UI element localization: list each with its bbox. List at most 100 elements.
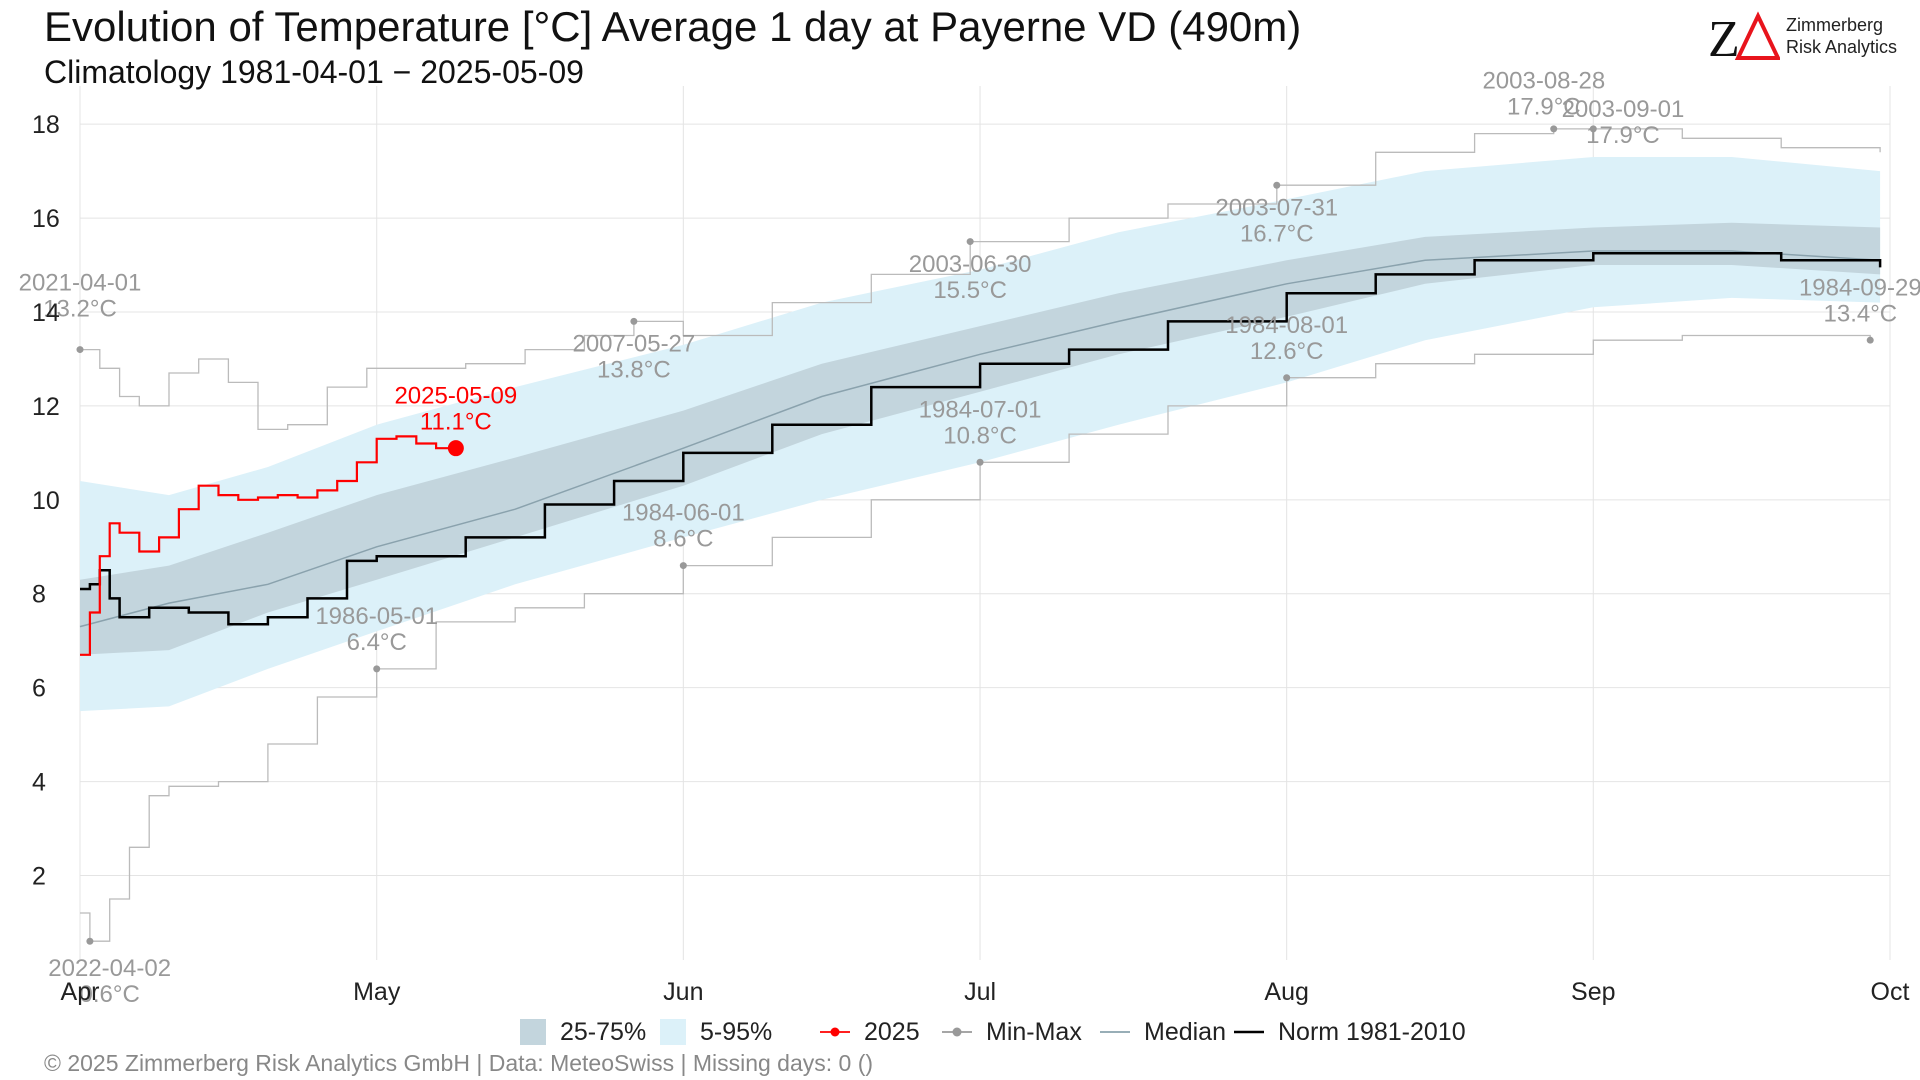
minmax-point — [1550, 125, 1558, 133]
annotation-date: 2003-06-30 — [909, 251, 1032, 278]
minmax-point — [679, 562, 687, 570]
annotation-date: 1984-07-01 — [919, 396, 1042, 423]
annotation-value: 6.4°C — [347, 629, 407, 656]
annotation-value: 17.9°C — [1586, 122, 1660, 149]
series-line-2025 — [80, 435, 456, 656]
annotation-value: 16.7°C — [1240, 220, 1314, 247]
legend-label: 25-75% — [560, 1017, 647, 1046]
band-5-95 — [80, 157, 1881, 712]
legend-label: Norm 1981-2010 — [1278, 1017, 1466, 1046]
y-tick-label: 12 — [32, 393, 60, 421]
legend-point-mark — [952, 1027, 962, 1037]
legend-symbol — [1234, 1030, 1264, 1034]
logo-name-line1: Zimmerberg — [1786, 15, 1884, 35]
minmax-point — [86, 937, 94, 945]
annotation-date: 2021-04-01 — [19, 270, 142, 297]
logo-name-line2: Risk Analytics — [1786, 37, 1898, 57]
legend-label: 2025 — [864, 1017, 920, 1046]
x-tick-label: Oct — [1871, 978, 1910, 1006]
current-point — [447, 440, 464, 457]
y-tick-label: 10 — [32, 487, 60, 515]
band-25-75 — [80, 222, 1881, 655]
annotation-date: 1984-08-01 — [1225, 312, 1348, 339]
y-tick-label: 2 — [32, 862, 46, 890]
percentile-bands — [80, 157, 1881, 712]
legend-symbol — [942, 1027, 972, 1037]
annotation-label: 2022-04-020.6°C — [48, 955, 171, 1008]
annotation-value: 8.6°C — [653, 526, 713, 553]
minmax-point — [76, 346, 84, 354]
logo-delta-icon — [1734, 11, 1780, 60]
series-line-norm-1981-2010 — [80, 252, 1882, 626]
legend-item-2025: 2025 — [818, 1010, 920, 1054]
minmax-point — [1589, 125, 1597, 133]
series-line-median — [79, 250, 1881, 628]
series-line-max — [80, 128, 1881, 431]
annotation-date: 2003-08-28 — [1482, 68, 1605, 95]
legend-symbol — [1100, 1031, 1130, 1033]
logo-mark-letter: Z — [1708, 11, 1740, 62]
x-tick-label: Sep — [1571, 978, 1615, 1006]
y-tick-label: 8 — [32, 581, 46, 609]
annotation-value: 12.6°C — [1250, 338, 1324, 365]
y-tick-label: 14 — [32, 299, 60, 327]
y-tick-label: 16 — [32, 205, 60, 233]
annotation-value: 15.5°C — [933, 277, 1007, 304]
legend-item-min-max: Min-Max — [940, 1010, 1082, 1054]
minmax-point — [1866, 336, 1874, 344]
legend-item-norm-1981-2010: Norm 1981-2010 — [1232, 1010, 1466, 1054]
annotation-label: 1984-06-018.6°C — [622, 500, 745, 553]
annotation-date: 2007-05-27 — [572, 331, 695, 358]
annotation-value: 0.6°C — [80, 981, 140, 1008]
minmax-point — [373, 665, 381, 673]
minmax-point — [1273, 181, 1281, 189]
company-logo: Z Zimmerberg Risk Analytics — [1708, 10, 1908, 62]
y-tick-label: 18 — [32, 111, 60, 139]
y-tick-label: 6 — [32, 675, 46, 703]
series-lines — [79, 128, 1882, 942]
annotation-date: 2022-04-02 — [48, 955, 171, 982]
minmax-point — [1283, 374, 1291, 382]
footer-credit: © 2025 Zimmerberg Risk Analytics GmbH | … — [44, 1050, 874, 1076]
legend-symbol — [820, 1027, 850, 1037]
chart-title: Evolution of Temperature [°C] Average 1 … — [44, 3, 1302, 50]
annotation-date: 1984-06-01 — [622, 500, 745, 527]
y-tick-label: 4 — [32, 769, 46, 797]
minmax-point — [976, 458, 984, 466]
legend-label: Median — [1144, 1017, 1226, 1046]
minmax-point — [966, 238, 974, 246]
legend-label: Min-Max — [986, 1017, 1082, 1046]
legend-symbol — [660, 1019, 686, 1045]
x-tick-label: May — [353, 978, 401, 1006]
annotation-date: 2025-05-09 — [394, 382, 517, 409]
legend-item-5-95-: 5-95% — [660, 1010, 772, 1054]
series-line-min — [80, 334, 1871, 942]
annotation-date: 1986-05-01 — [315, 603, 438, 630]
x-tick-label: Jun — [663, 978, 703, 1006]
annotation-value: 13.4°C — [1824, 300, 1898, 327]
chart-subtitle: Climatology 1981-04-01 − 2025-05-09 — [44, 54, 584, 90]
annotation-date: 1984-09-29 — [1799, 274, 1920, 301]
annotation-value: 13.8°C — [597, 357, 671, 384]
annotation-date: 2003-09-01 — [1562, 96, 1685, 123]
x-tick-label: Apr — [61, 978, 100, 1006]
annotation-value: 13.2°C — [43, 296, 117, 323]
legend-label: 5-95% — [700, 1017, 773, 1046]
annotation-date: 2003-07-31 — [1215, 194, 1338, 221]
axes: 2 4 6 8 10 12 14 16 18 Apr May Jun Jul Aug Sep Oct — [32, 111, 1909, 1006]
annotation-value: 11.1°C — [420, 408, 492, 435]
legend-point-mark — [830, 1027, 840, 1037]
annotation-value: 10.8°C — [943, 422, 1017, 449]
legend-symbol — [520, 1019, 546, 1045]
